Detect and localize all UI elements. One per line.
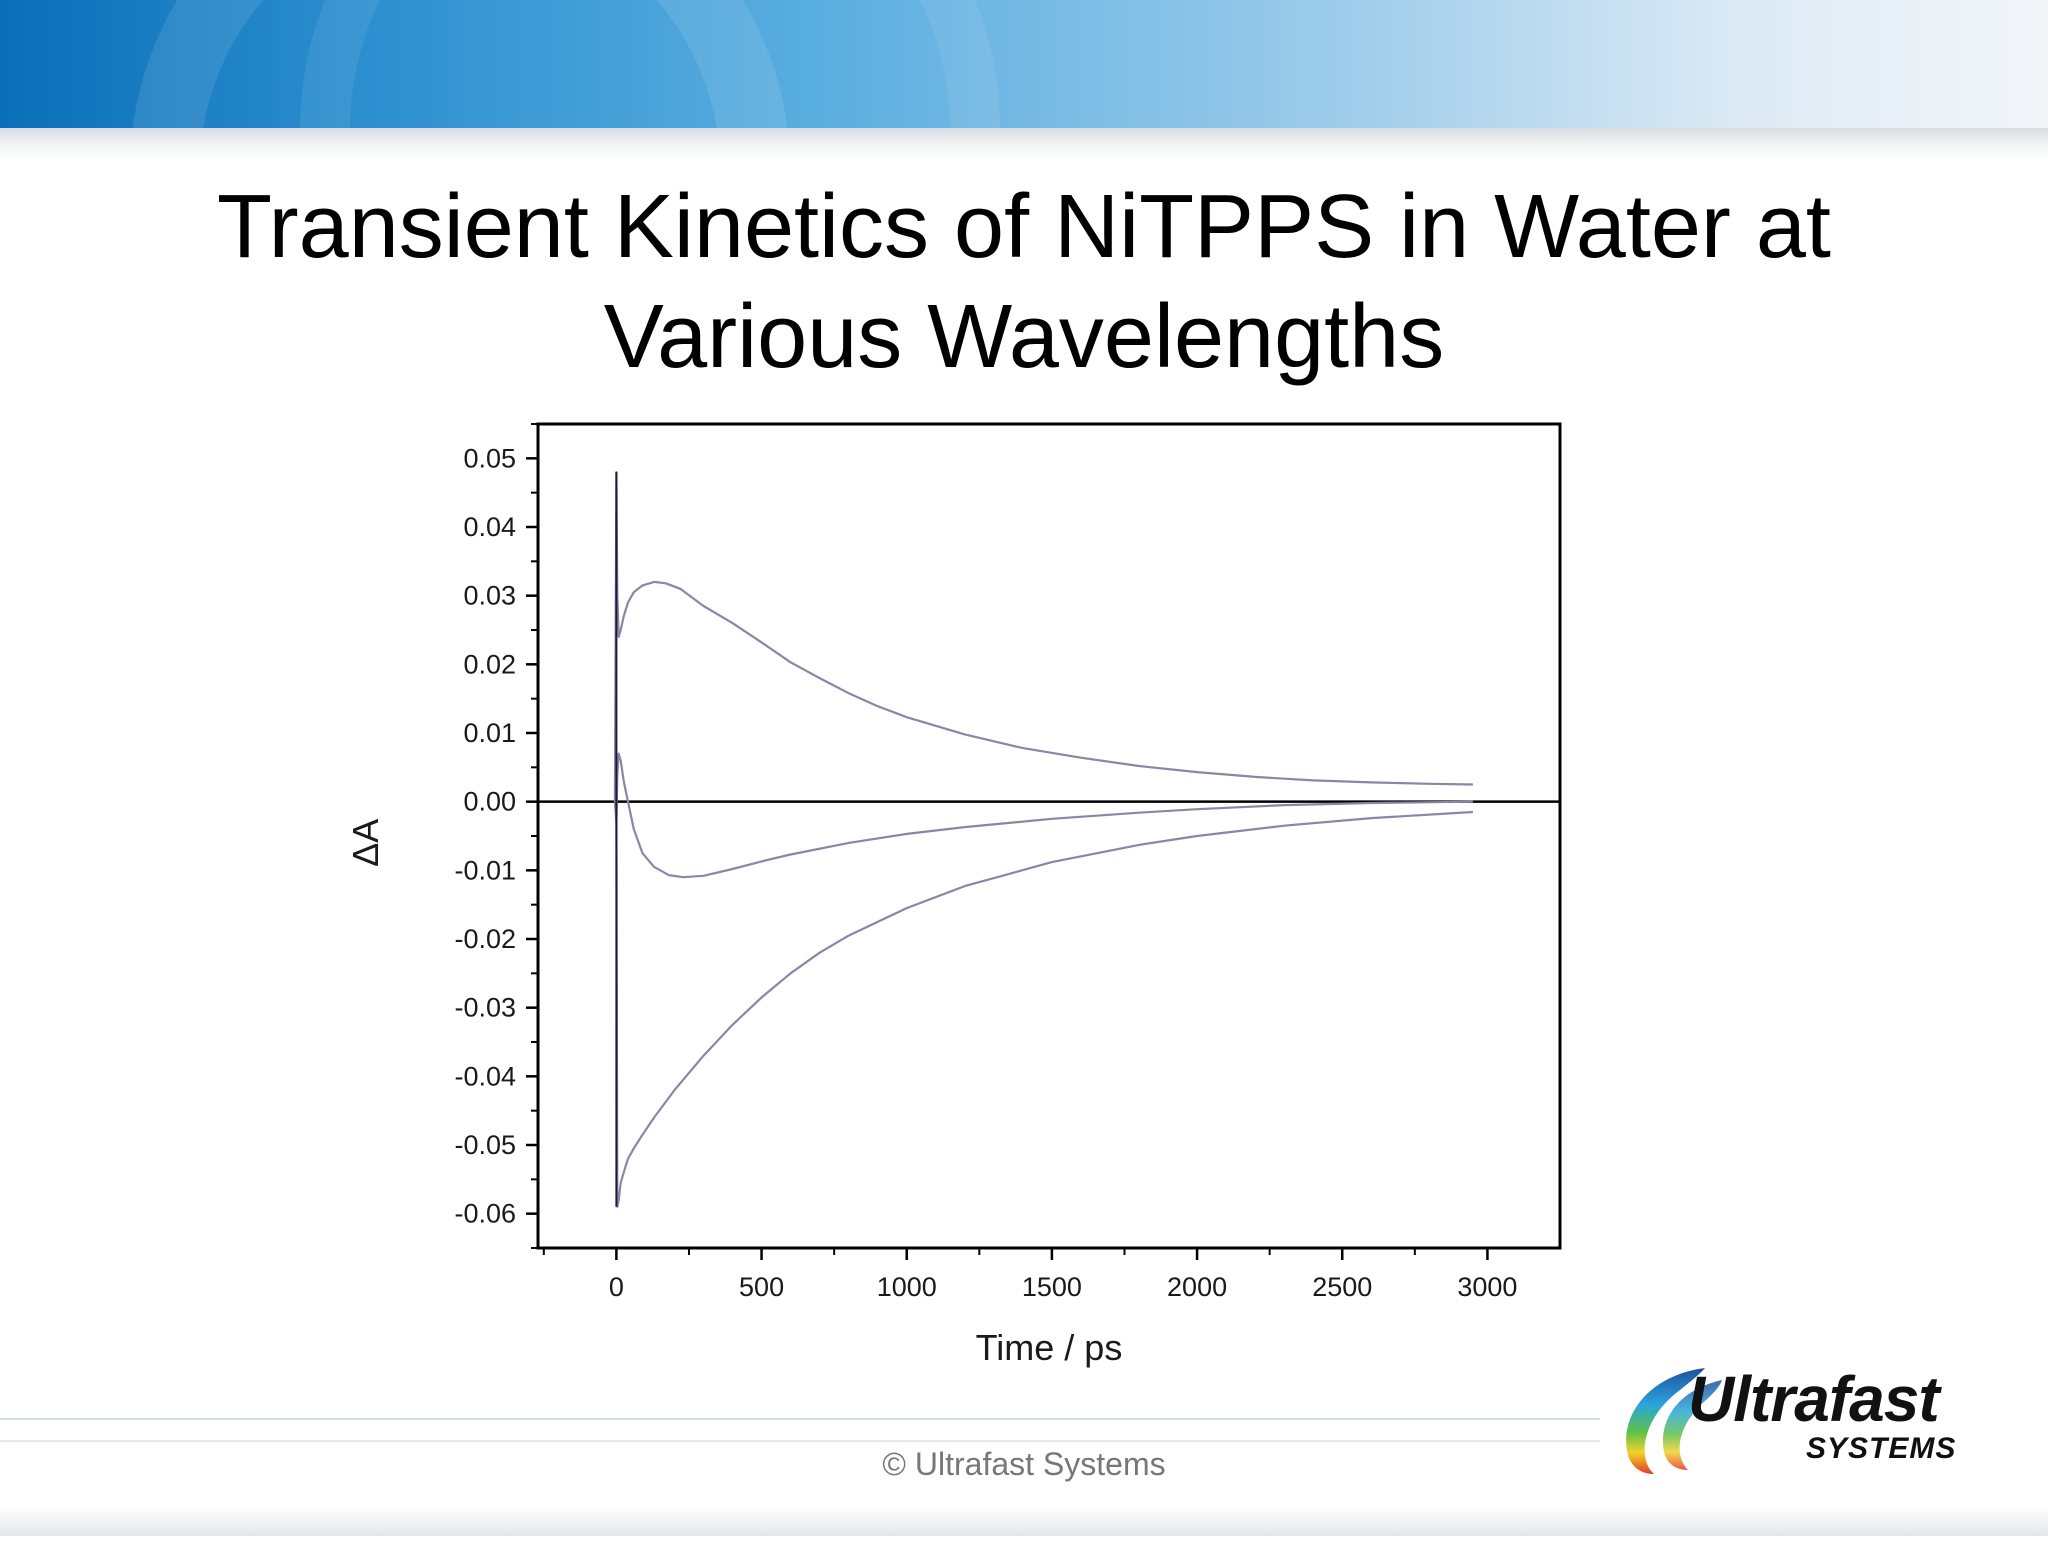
- logo-subtitle: SYSTEMS: [1806, 1432, 1957, 1465]
- plot-frame: [536, 422, 1562, 1250]
- y-tick-label: 0.03: [463, 581, 516, 611]
- footer-divider: [0, 1418, 1600, 1442]
- y-tick-label: 0.01: [463, 718, 516, 748]
- x-tick-label: 500: [739, 1272, 784, 1302]
- y-tick-label: -0.02: [454, 924, 516, 954]
- banner-shadow: [0, 128, 2048, 162]
- slide-title: Transient Kinetics of NiTPPS in Water at…: [0, 172, 2048, 392]
- logo-swoosh-icon: [1626, 1368, 1722, 1474]
- y-axis-title: ΔA: [345, 819, 386, 867]
- x-tick-label: 0: [609, 1272, 624, 1302]
- x-tick-label: 3000: [1457, 1272, 1517, 1302]
- ultrafast-systems-logo: Ultrafast SYSTEMS: [1610, 1360, 1970, 1480]
- y-tick-label: -0.03: [454, 993, 516, 1023]
- y-tick-label: 0.02: [463, 649, 516, 679]
- series-line-2: [613, 752, 1473, 879]
- x-tick-label: 2500: [1312, 1272, 1372, 1302]
- logo-wordmark: Ultrafast: [1688, 1363, 1940, 1435]
- series-line-3: [614, 800, 1473, 1208]
- slide-title-line-2: Various Wavelengths: [603, 287, 1445, 387]
- y-tick-label: 0.04: [463, 512, 516, 542]
- copyright-text: © Ultrafast Systems: [882, 1446, 1166, 1482]
- y-tick-label: -0.06: [454, 1199, 516, 1229]
- slide-title-line-1: Transient Kinetics of NiTPPS in Water at: [217, 177, 1831, 277]
- y-tick-label: -0.05: [454, 1130, 516, 1160]
- y-tick-label: -0.01: [454, 855, 516, 885]
- x-tick-label: 1500: [1022, 1272, 1082, 1302]
- x-tick-label: 2000: [1167, 1272, 1227, 1302]
- x-axis-title: Time / ps: [976, 1327, 1123, 1368]
- footer-band: [0, 1506, 2048, 1536]
- series-group: [613, 471, 1473, 1208]
- header-banner: [0, 0, 2048, 128]
- y-tick-label: -0.04: [454, 1061, 516, 1091]
- y-axis: 0.05 0.04 0.03 0.02 0.01 0.00 -0.01 -0.02 -0.03 -…: [454, 423, 538, 1249]
- series-line-1: [613, 471, 1473, 802]
- y-tick-label: 0.00: [463, 787, 516, 817]
- y-tick-label: 0.05: [463, 443, 516, 473]
- x-axis: 0 500 1000 1500 2000 2500 3000: [542, 1248, 1517, 1302]
- x-tick-label: 1000: [877, 1272, 937, 1302]
